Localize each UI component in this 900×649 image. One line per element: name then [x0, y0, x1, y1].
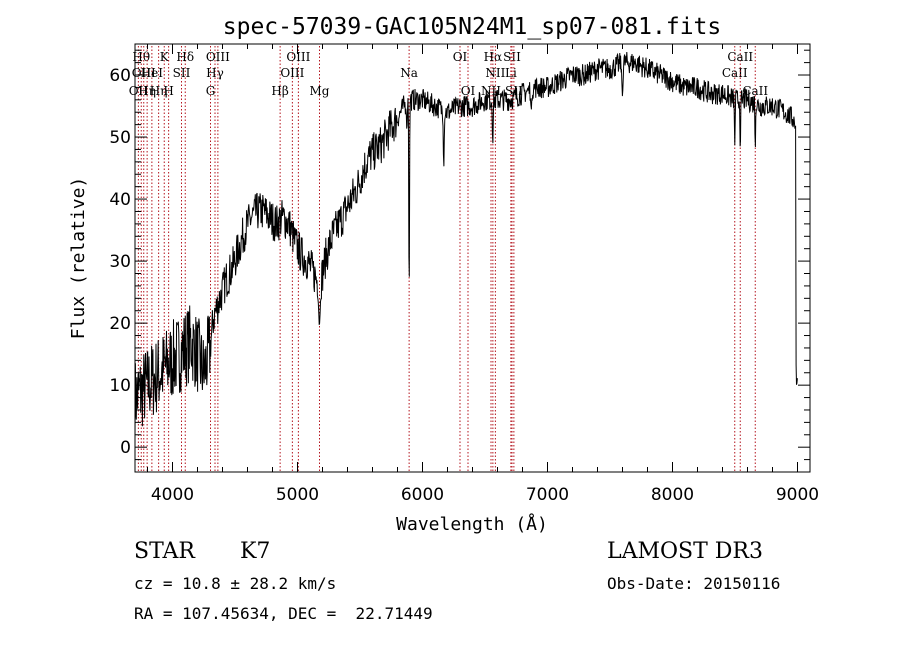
- line-label-0: OII: [129, 84, 149, 98]
- ra-dec: RA = 107.45634, DEC = 22.71449: [134, 604, 433, 623]
- x-tick-label-5000: 5000: [276, 485, 319, 505]
- line-label-5: Hη: [150, 84, 168, 98]
- spectrum-line: [134, 51, 798, 438]
- line-label-11: Hγ: [206, 66, 224, 80]
- line-label-26: CaII: [722, 66, 748, 80]
- axis-ticks: [135, 44, 810, 473]
- line-label-14: OIII: [280, 66, 304, 80]
- line-label-7: H: [163, 84, 173, 98]
- y-tick-label-60: 60: [109, 66, 131, 86]
- line-label-4: HeI: [141, 66, 164, 80]
- spectral-line-markers: OIIHθOIIIHηHeIHηKHSIIHδGHγOIIIHβOIIIOIII…: [129, 46, 768, 472]
- line-label-18: OI: [453, 50, 468, 64]
- line-label-27: CaII: [727, 50, 753, 64]
- y-axis-label: Flux (relative): [68, 177, 89, 340]
- line-label-13: Hβ: [271, 84, 288, 98]
- line-label-17: Na: [400, 66, 418, 80]
- y-tick-label-0: 0: [120, 438, 131, 458]
- line-label-1: Hθ: [132, 50, 150, 64]
- line-label-22: NII: [485, 66, 505, 80]
- observation-date: Obs-Date: 20150116: [607, 574, 781, 593]
- line-label-15: OIII: [286, 50, 310, 64]
- y-tick-label-10: 10: [109, 376, 131, 396]
- x-axis-label: Wavelength (Å): [396, 513, 548, 535]
- line-label-24: SII: [503, 50, 521, 64]
- x-tick-label-8000: 8000: [651, 485, 694, 505]
- line-label-21: Hα: [484, 50, 503, 64]
- object-subclass: K7: [240, 539, 271, 564]
- object-class: STAR: [134, 539, 195, 564]
- y-tick-labels: 0 10 20 30 40 50 60: [109, 66, 131, 458]
- x-tick-label-7000: 7000: [526, 485, 569, 505]
- x-tick-label-9000: 9000: [776, 485, 819, 505]
- survey-name: LAMOST DR3: [607, 539, 763, 564]
- y-tick-label-40: 40: [109, 190, 131, 210]
- line-label-10: G: [206, 84, 216, 98]
- line-label-3: Hη: [138, 84, 156, 98]
- line-label-2: OIII: [132, 66, 156, 80]
- redshift-cz: cz = 10.8 ± 28.2 km/s: [134, 574, 337, 593]
- line-label-12: OIII: [206, 50, 230, 64]
- line-label-23: Li: [505, 66, 517, 80]
- y-tick-label-20: 20: [109, 314, 131, 334]
- x-tick-label-4000: 4000: [151, 485, 194, 505]
- x-tick-labels: 4000 5000 6000 7000 8000 9000: [151, 485, 819, 505]
- line-label-6: K: [160, 50, 170, 64]
- y-tick-label-30: 30: [109, 252, 131, 272]
- line-label-16: Mg: [310, 84, 330, 98]
- chart-title: spec-57039-GAC105N24M1_sp07-081.fits: [223, 14, 722, 40]
- y-tick-label-50: 50: [109, 128, 131, 148]
- line-label-9: Hδ: [176, 50, 194, 64]
- line-label-19: OI: [461, 84, 476, 98]
- line-label-20: NII: [481, 84, 501, 98]
- x-tick-label-6000: 6000: [401, 485, 444, 505]
- line-label-8: SII: [173, 66, 191, 80]
